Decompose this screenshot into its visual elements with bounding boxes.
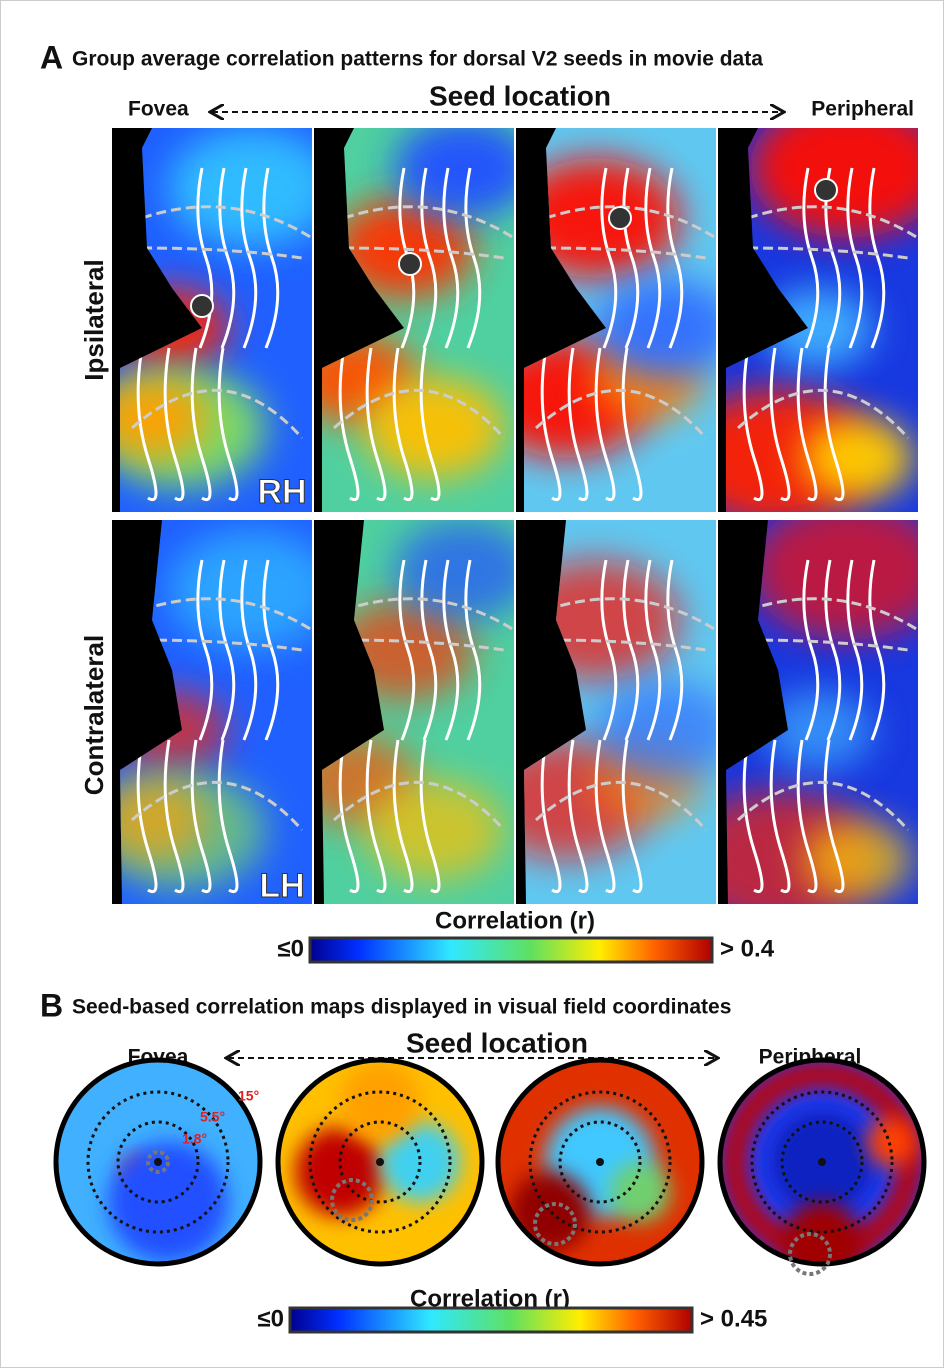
row-label: Contralateral [79, 635, 109, 795]
panel-letter: A [40, 39, 63, 75]
blob [596, 680, 736, 780]
center-dot [818, 1158, 826, 1166]
colorbar-min: ≤0 [257, 1305, 284, 1332]
fovea-label: Fovea [128, 98, 189, 121]
peripheral-label: Peripheral [811, 98, 914, 121]
seed [609, 207, 631, 229]
visual-field-maps [56, 1060, 924, 1282]
seed-location: Seed location [429, 80, 611, 111]
seed [399, 253, 421, 275]
center-dot [154, 1158, 162, 1166]
blob [510, 1172, 590, 1252]
colorbar-max: > 0.45 [700, 1305, 767, 1332]
eccentricity-label: 5.5° [200, 1109, 225, 1125]
seed [815, 179, 837, 201]
blob [782, 1202, 862, 1282]
center-dot [376, 1158, 384, 1166]
hemisphere-label: RH [257, 473, 306, 511]
eccentricity-label: 15° [238, 1088, 259, 1104]
colorbar [310, 938, 712, 962]
colorbar [290, 1308, 692, 1332]
hemisphere-label: LH [259, 867, 304, 905]
colorbar-label: Correlation (r) [435, 907, 595, 934]
blob [802, 418, 914, 498]
seed [191, 295, 213, 317]
panel-title: Group average correlation patterns for d… [72, 48, 763, 71]
center-dot [596, 1158, 604, 1166]
eccentricity-label: 1.8° [182, 1131, 207, 1147]
blob [108, 1142, 228, 1262]
blob [394, 118, 534, 218]
colorbar-max: > 0.4 [720, 935, 775, 962]
row-label: Ipsilateral [79, 259, 109, 380]
blob [394, 520, 534, 620]
brain-maps [96, 98, 944, 930]
panel-letter: B [40, 987, 63, 1023]
blob [340, 1062, 420, 1142]
blob [802, 820, 914, 900]
blob [168, 530, 336, 650]
colorbar-min: ≤0 [277, 935, 304, 962]
blob [168, 128, 336, 248]
seed-location: Seed location [406, 1027, 588, 1058]
figure: A Group average correlation patterns for… [0, 0, 944, 1368]
panel-title: Seed-based correlation maps displayed in… [72, 996, 731, 1019]
blob [750, 500, 944, 640]
